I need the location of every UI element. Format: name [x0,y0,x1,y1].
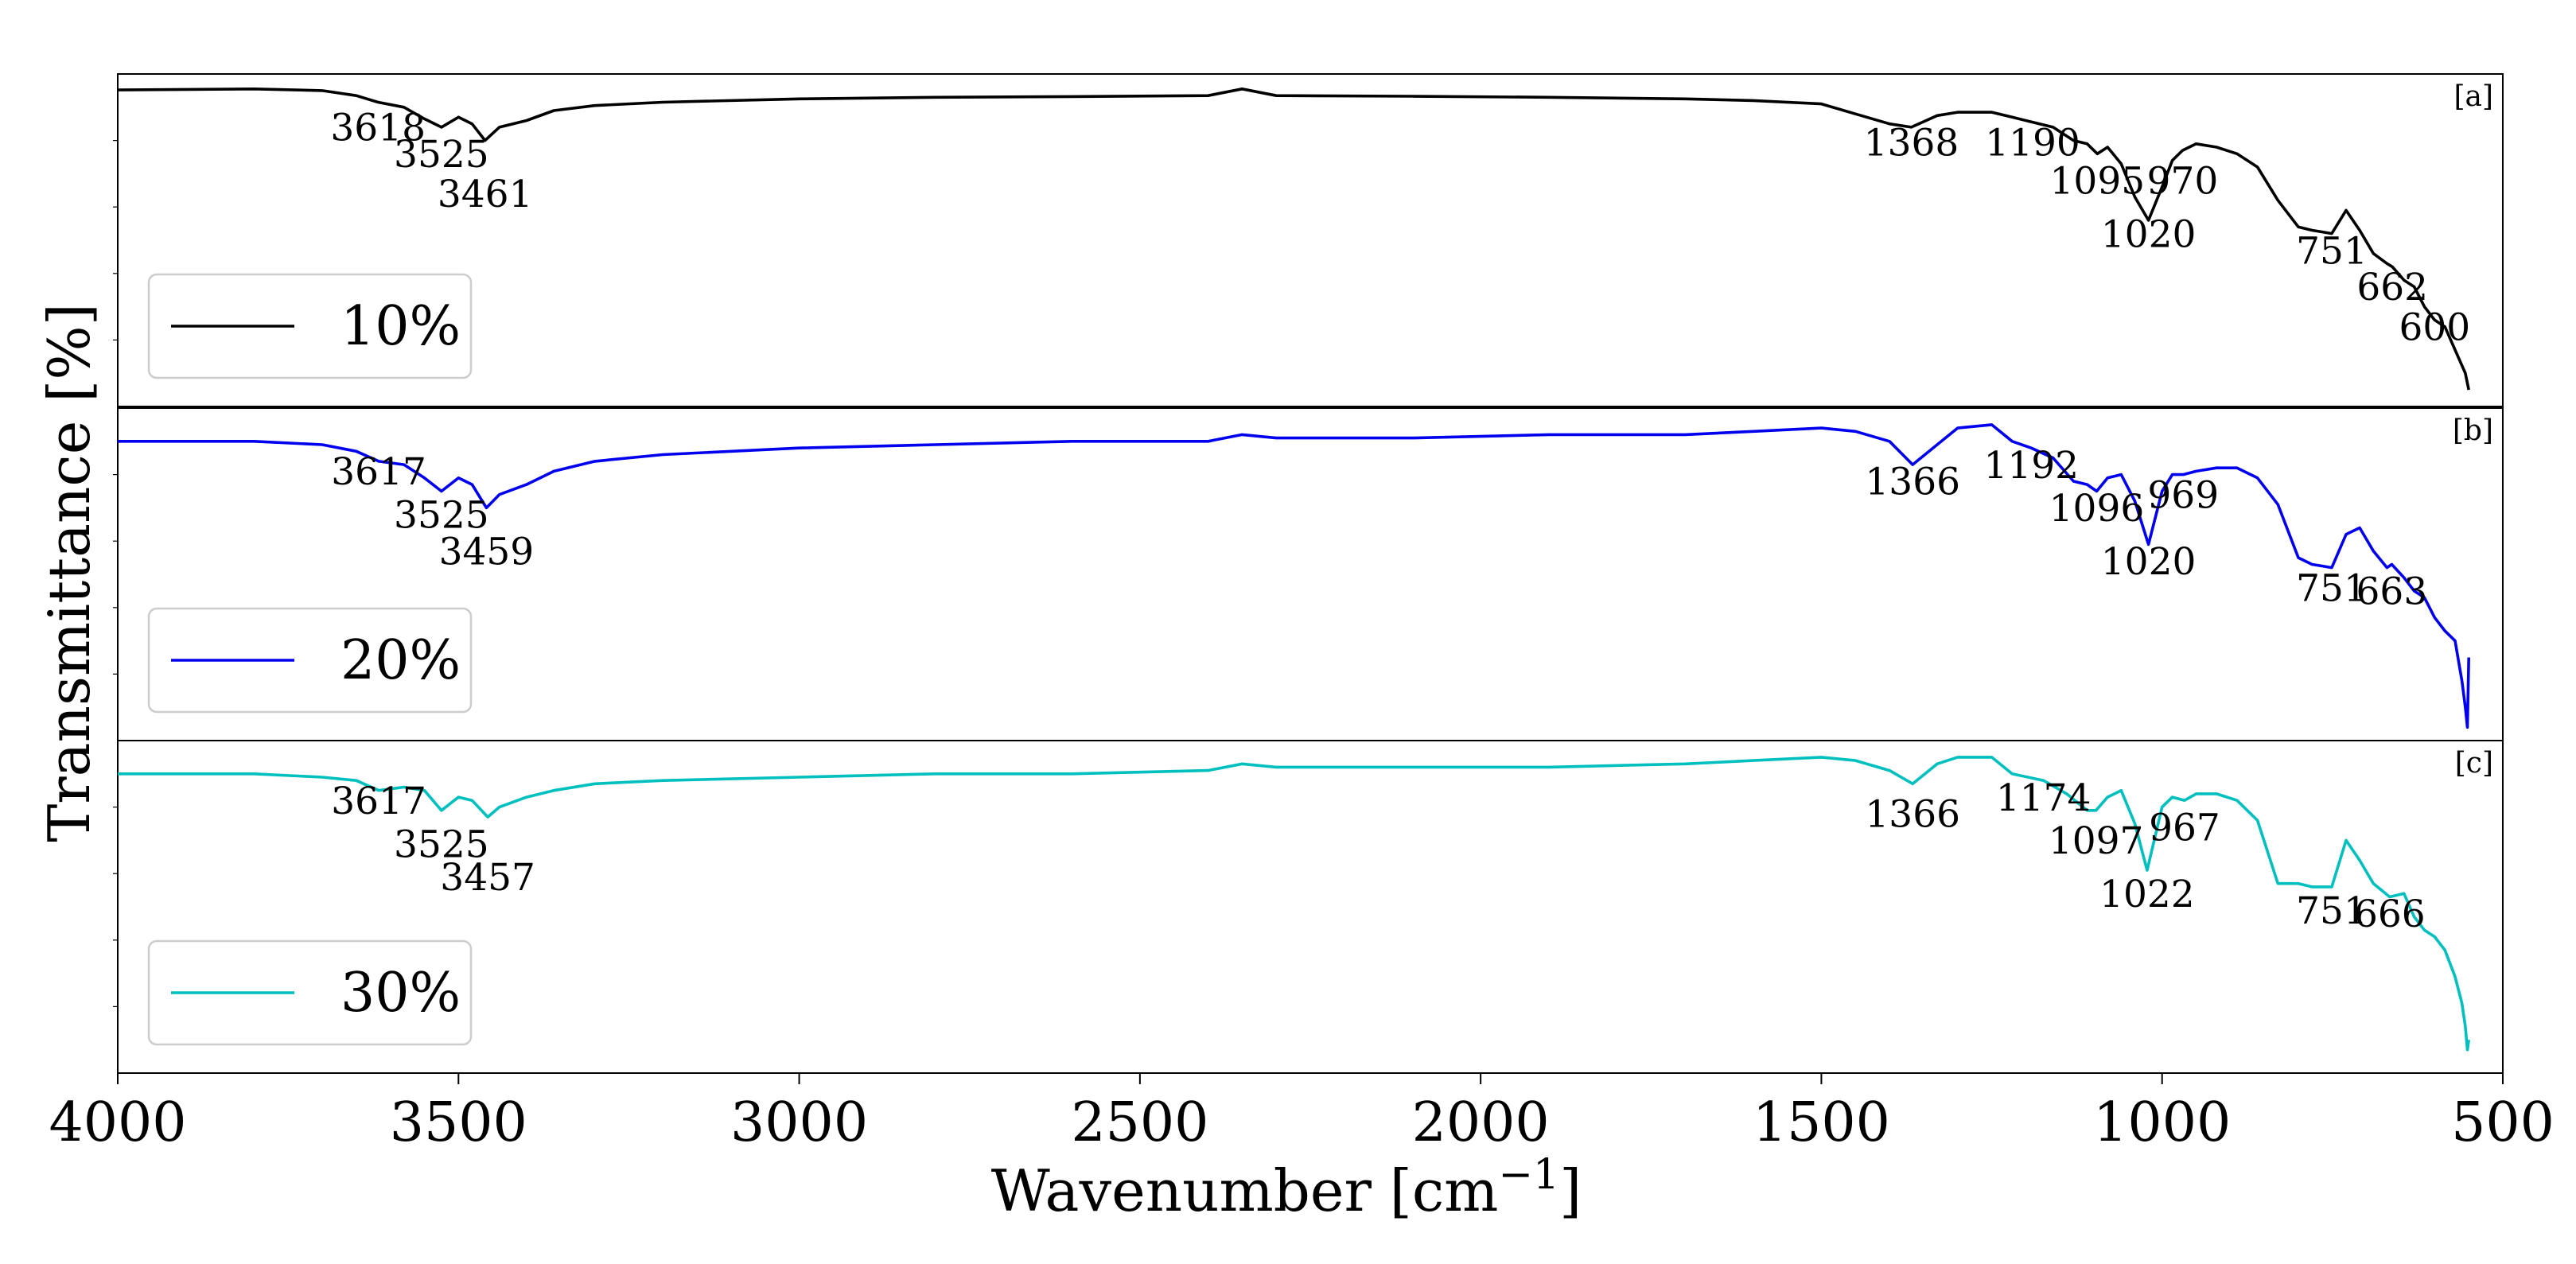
peak-label: 1366 [1865,461,1960,504]
peak-label: 967 [2149,806,2220,850]
x-tick-label: 2500 [1071,1091,1208,1154]
peak-label: 751 [2296,889,2368,933]
x-tick-label: 1000 [2093,1091,2231,1154]
x-tick-label: 4000 [49,1091,186,1154]
x-tick-label: 3500 [390,1091,527,1154]
peak-label: 969 [2147,473,2219,517]
peak-label: 600 [2399,305,2470,349]
peak-label: 1095 [2050,159,2146,203]
peak-label: 1020 [2101,540,2197,584]
legend: 20% [147,607,473,714]
peak-label: 1192 [1983,444,2079,488]
x-tick-label: 2000 [1412,1091,1550,1154]
peak-label: 3461 [438,173,533,216]
panel-frame [117,740,2504,1074]
panel-frame [117,73,2504,407]
peak-label: 666 [2354,893,2426,936]
peak-label: 751 [2296,229,2368,273]
spectrum-line-10% [117,88,2470,391]
x-axis-label: Wavenumber [cm−1] [991,1151,1582,1224]
legend-label: 10% [340,295,461,358]
y-axis-label: Transmittance [%] [36,303,103,842]
panel-tag: [b] [2453,414,2493,447]
peak-label: 3617 [331,450,426,494]
peak-label: 1366 [1865,793,1960,837]
peak-label: 1368 [1864,121,1959,165]
legend: 30% [147,939,473,1046]
peak-label: 3617 [331,780,426,823]
x-axis-label-text: Wavenumber [cm [991,1157,1499,1224]
peak-label: 1097 [2049,819,2144,863]
peak-label: 1174 [1996,776,2092,820]
legend-box [147,607,473,714]
x-axis-label-end: ] [1559,1157,1582,1224]
x-axis: 4000 3500 3000 2500 2000 1500 1000 500 [49,1073,2555,1154]
legend: 10% [147,273,473,379]
peak-label: 1096 [2049,487,2145,531]
peak-label: 3525 [394,133,489,177]
x-tick-label: 3000 [730,1091,868,1154]
peak-label: 1020 [2101,212,2197,256]
peak-label: 3457 [440,856,535,900]
peak-label: 663 [2356,570,2428,614]
peak-label: 662 [2356,266,2428,309]
spectrum-line-30% [118,756,2470,1052]
legend-label: 20% [340,629,461,692]
panel-tag: [c] [2455,747,2493,780]
legend-label: 30% [340,962,461,1025]
legend-box [147,273,473,379]
x-tick-label: 500 [2451,1091,2555,1154]
peak-label: 1022 [2099,873,2195,916]
peak-label: 3618 [330,107,426,150]
panel-tag: [a] [2453,80,2493,113]
peak-label: 751 [2296,566,2368,610]
peak-label: 970 [2147,159,2219,203]
legend-box [147,939,473,1046]
x-axis-label-superscript: −1 [1498,1151,1559,1199]
peak-label: 1190 [1985,121,2080,165]
peak-label: 3525 [394,823,489,866]
peak-label: 3459 [439,530,535,574]
spectrum-line-20% [118,423,2470,729]
peak-label: 3525 [394,493,489,537]
x-tick-label: 1500 [1753,1091,1890,1154]
